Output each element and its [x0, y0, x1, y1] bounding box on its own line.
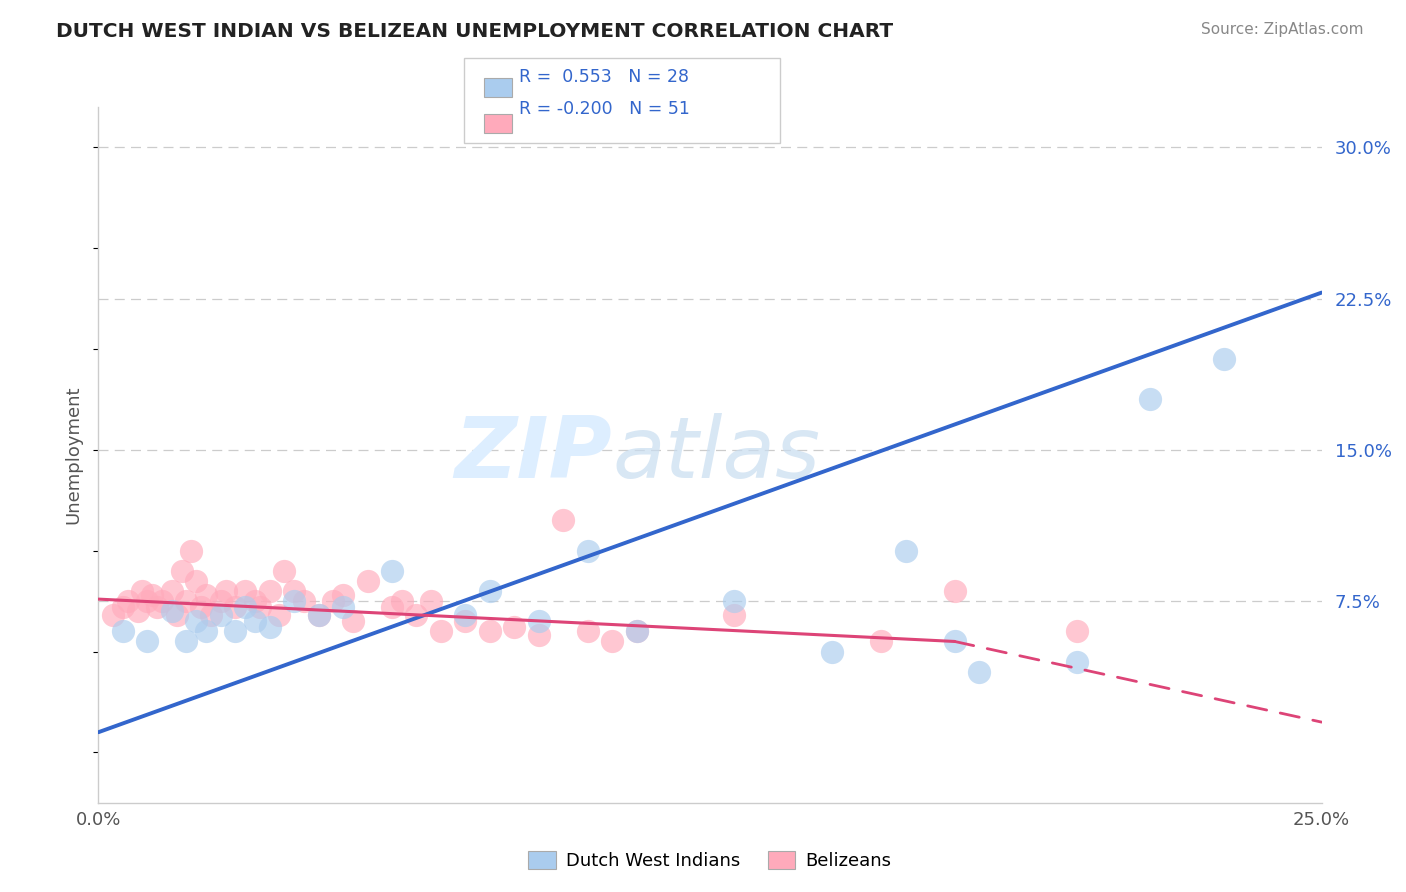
Point: [283, 584, 305, 599]
Point: [967, 665, 990, 679]
Point: [111, 600, 134, 615]
Point: [259, 584, 281, 599]
Point: [478, 624, 501, 639]
Point: [454, 615, 477, 629]
Point: [233, 600, 256, 615]
Text: DUTCH WEST INDIAN VS BELIZEAN UNEMPLOYMENT CORRELATION CHART: DUTCH WEST INDIAN VS BELIZEAN UNEMPLOYME…: [56, 22, 893, 41]
Point: [821, 644, 844, 658]
Text: ZIP: ZIP: [454, 413, 612, 497]
Point: [209, 608, 232, 623]
Point: [626, 624, 648, 639]
Point: [131, 584, 153, 599]
Point: [249, 600, 271, 615]
Point: [527, 628, 550, 642]
Point: [273, 564, 295, 578]
Point: [180, 543, 202, 558]
Point: [430, 624, 453, 639]
Point: [356, 574, 378, 588]
Point: [420, 594, 443, 608]
Point: [381, 600, 404, 615]
Point: [150, 594, 173, 608]
Point: [146, 600, 169, 615]
Point: [1066, 624, 1088, 639]
Point: [454, 608, 477, 623]
Point: [332, 600, 354, 615]
Point: [141, 588, 163, 602]
Point: [503, 620, 526, 634]
Point: [269, 608, 291, 623]
Point: [243, 615, 266, 629]
Point: [160, 604, 183, 618]
Point: [292, 594, 315, 608]
Y-axis label: Unemployment: Unemployment: [65, 385, 83, 524]
Point: [894, 543, 917, 558]
Point: [943, 584, 966, 599]
Point: [308, 608, 330, 623]
Point: [870, 634, 893, 648]
Point: [233, 584, 256, 599]
Point: [200, 608, 222, 623]
Point: [576, 624, 599, 639]
Point: [308, 608, 330, 623]
Point: [322, 594, 344, 608]
Point: [117, 594, 139, 608]
Point: [553, 513, 575, 527]
Point: [405, 608, 427, 623]
Point: [214, 584, 236, 599]
Point: [111, 624, 134, 639]
Point: [166, 608, 188, 623]
Text: Source: ZipAtlas.com: Source: ZipAtlas.com: [1201, 22, 1364, 37]
Point: [1066, 655, 1088, 669]
Point: [283, 594, 305, 608]
Point: [101, 608, 124, 623]
Point: [127, 604, 149, 618]
Text: R =  0.553   N = 28: R = 0.553 N = 28: [519, 68, 689, 86]
Point: [176, 634, 198, 648]
Point: [170, 564, 193, 578]
Point: [1139, 392, 1161, 407]
Point: [943, 634, 966, 648]
Point: [224, 600, 246, 615]
Point: [600, 634, 623, 648]
Point: [478, 584, 501, 599]
Point: [576, 543, 599, 558]
Point: [381, 564, 404, 578]
Point: [243, 594, 266, 608]
Point: [209, 594, 232, 608]
Point: [186, 615, 208, 629]
Text: R = -0.200   N = 51: R = -0.200 N = 51: [519, 101, 690, 119]
Point: [136, 634, 159, 648]
Point: [1212, 352, 1234, 367]
Point: [723, 594, 745, 608]
Point: [160, 584, 183, 599]
Point: [186, 574, 208, 588]
Point: [391, 594, 413, 608]
Point: [176, 594, 198, 608]
Text: atlas: atlas: [612, 413, 820, 497]
Point: [195, 588, 218, 602]
Point: [332, 588, 354, 602]
Point: [626, 624, 648, 639]
Point: [195, 624, 218, 639]
Point: [224, 624, 246, 639]
Point: [723, 608, 745, 623]
Point: [342, 615, 364, 629]
Point: [136, 594, 159, 608]
Point: [527, 615, 550, 629]
Point: [259, 620, 281, 634]
Legend: Dutch West Indians, Belizeans: Dutch West Indians, Belizeans: [522, 844, 898, 877]
Point: [190, 600, 212, 615]
